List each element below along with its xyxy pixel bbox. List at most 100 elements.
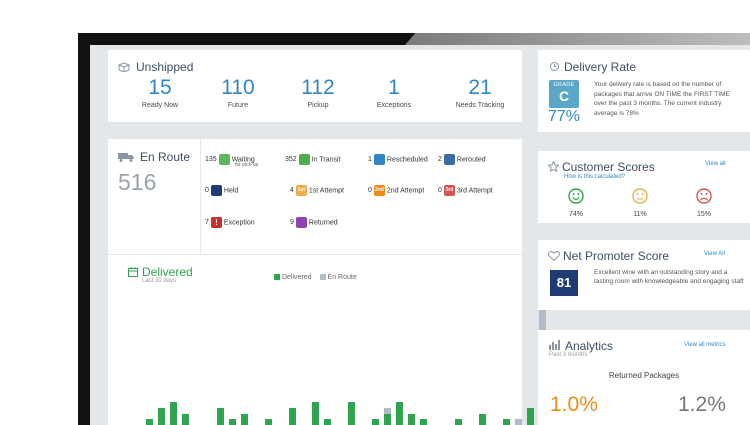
status-1st-attempt[interactable]: 4 1st 1st Attempt	[290, 185, 344, 196]
delivered-title: Delivered	[142, 265, 193, 279]
status-label: Rescheduled	[386, 156, 428, 164]
third-attempt-icon: 3rd	[443, 185, 455, 196]
bar-delivered[interactable]	[455, 419, 463, 425]
status-rerouted[interactable]: 2 Rerouted	[438, 154, 486, 165]
status-count: 0	[438, 187, 442, 195]
nps-comment: Excellent wine with an outstanding story…	[594, 269, 744, 286]
bar-delivered[interactable]	[348, 402, 356, 425]
status-2nd-attempt[interactable]: 0 2nd 2nd Attempt	[368, 185, 424, 196]
delivery-rate-title: Delivery Rate	[564, 60, 637, 74]
bar-delivered[interactable]	[324, 419, 332, 425]
bar-delivered[interactable]	[157, 407, 165, 425]
score-percent: 15%	[696, 211, 711, 218]
bar-delivered[interactable]	[229, 419, 237, 425]
status-waiting[interactable]: 135 Waiting for pick-up	[205, 154, 259, 168]
legend-swatch-en-route	[319, 274, 326, 281]
status-exception[interactable]: 7! Exception	[205, 217, 255, 228]
status-label: 3rd Attempt	[456, 187, 493, 195]
delivered-subtitle: Last 30 days	[142, 278, 177, 284]
bar-delivered[interactable]	[419, 419, 427, 425]
status-label: 2nd Attempt	[386, 187, 425, 195]
chart-legend: Delivered En Route	[268, 274, 357, 281]
legend-swatch-delivered	[274, 274, 280, 281]
status-in-transit[interactable]: 352 In Transit	[285, 154, 340, 165]
customer-scores-card: Customer Scores How is this calculated? …	[538, 151, 750, 223]
bar-delivered[interactable]	[145, 419, 153, 425]
unshipped-card: Unshipped 15 Ready Now 110 Future 112 Picku…	[108, 50, 522, 122]
status-count: 2	[438, 156, 442, 164]
clock-icon	[373, 154, 385, 165]
status-returned[interactable]: 9 Returned	[290, 217, 338, 228]
nps-view-all-link[interactable]: View All	[704, 251, 725, 257]
view-all-metrics-link[interactable]: View all metrics	[684, 342, 726, 348]
status-rescheduled[interactable]: 1 Rescheduled	[368, 154, 428, 165]
status-label: Held	[223, 187, 239, 195]
how-calculated-link[interactable]: How is this calculated?	[564, 174, 626, 180]
unshipped-value: 1	[388, 76, 400, 99]
analytics-subtitle: Past 3 months	[549, 352, 588, 358]
bar-delivered[interactable]	[264, 419, 272, 425]
status-count: 9	[290, 219, 294, 227]
pause-icon	[210, 185, 222, 196]
unshipped-title: Unshipped	[136, 60, 194, 74]
unshipped-label: Needs Tracking	[455, 102, 505, 109]
star-icon	[548, 161, 559, 172]
status-count: 135	[205, 156, 217, 164]
bar-delivered[interactable]	[526, 407, 534, 425]
truck-icon	[118, 153, 134, 162]
returned-icon	[295, 217, 307, 228]
grade-label: GRADE	[553, 82, 575, 88]
status-count: 352	[285, 156, 297, 164]
status-3rd-attempt[interactable]: 0 3rd 3rd Attempt	[438, 185, 493, 196]
score-percent: 74%	[568, 211, 583, 218]
unshipped-label: Future	[227, 102, 249, 109]
status-count: 0	[368, 187, 372, 195]
divider	[200, 139, 201, 254]
metric-value-current: 1.0%	[550, 393, 598, 416]
analytics-card: Analytics Past 3 months View all metrics…	[538, 330, 750, 425]
unshipped-value: 15	[148, 76, 172, 99]
delivery-rate-card: Delivery Rate GRADE C 77% Your delivery …	[538, 50, 750, 132]
bar-delivered[interactable]	[383, 413, 391, 425]
status-label: In Transit	[311, 156, 341, 164]
delivered-chart	[114, 255, 617, 425]
status-count: 4	[290, 187, 294, 195]
status-label: Rerouted	[456, 156, 486, 164]
unshipped-label: Pickup	[307, 102, 329, 109]
delivered-card: Delivered Last 30 days Delivered En Rout…	[108, 255, 617, 425]
package-icon	[118, 62, 130, 72]
status-held[interactable]: 0 Held	[205, 185, 238, 196]
sad-face-icon	[696, 188, 712, 204]
bar-delivered[interactable]	[502, 419, 510, 425]
status-count: 0	[205, 187, 209, 195]
truck-icon	[298, 154, 310, 165]
bar-delivered[interactable]	[288, 407, 296, 425]
heart-icon	[548, 251, 560, 261]
bar-delivered[interactable]	[479, 413, 486, 425]
metric-value-previous: 1.2%	[678, 393, 726, 416]
view-all-link[interactable]: View all	[705, 161, 726, 167]
bar-delivered[interactable]	[407, 413, 415, 425]
unshipped-label: Ready Now	[141, 102, 179, 109]
en-route-title: En Route	[140, 150, 191, 164]
first-attempt-icon: 1st	[295, 185, 307, 196]
status-label: Waiting	[231, 156, 255, 164]
status-sublabel: for pick-up	[235, 162, 259, 168]
monitor-bezel-highlight	[405, 33, 750, 45]
clock-icon	[550, 62, 559, 71]
bar-delivered[interactable]	[169, 402, 177, 425]
monitor-bezel-left	[78, 33, 90, 425]
delivery-rate-percent: 77%	[548, 108, 581, 125]
reroute-icon	[443, 154, 455, 165]
bar-delivered[interactable]	[181, 413, 189, 425]
bar-en-route[interactable]	[514, 419, 522, 425]
bar-delivered[interactable]	[371, 419, 379, 425]
delivery-rate-description: Your delivery rate is based on the numbe…	[594, 81, 730, 117]
calendar-icon	[128, 267, 138, 277]
status-label: Exception	[223, 219, 255, 227]
bar-chart-icon	[549, 340, 560, 350]
bar-delivered[interactable]	[312, 402, 320, 425]
bar-delivered[interactable]	[241, 413, 248, 425]
bar-delivered[interactable]	[395, 402, 403, 425]
bar-delivered[interactable]	[217, 407, 225, 425]
